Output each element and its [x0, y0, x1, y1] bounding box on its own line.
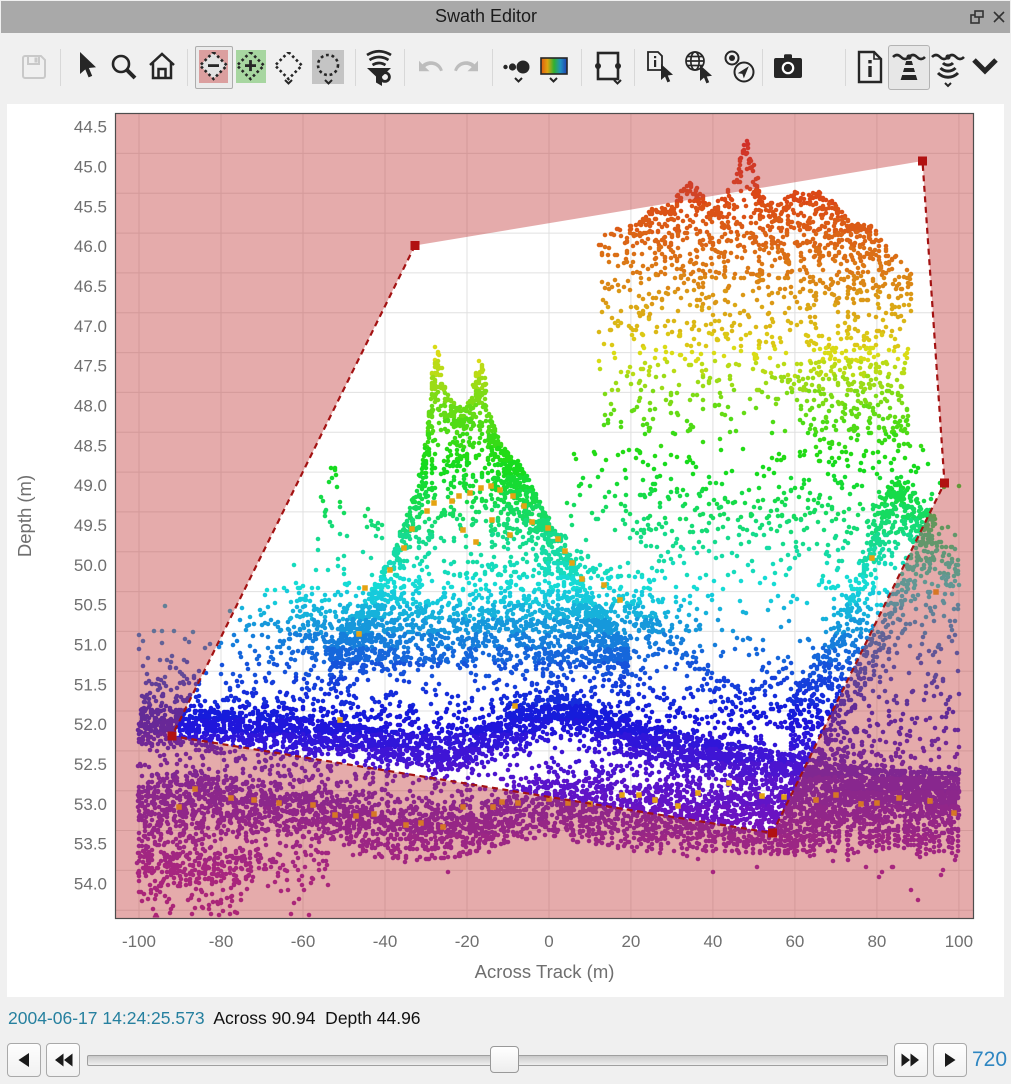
svg-text:51.5: 51.5 — [74, 675, 107, 694]
svg-text:40: 40 — [703, 932, 722, 951]
svg-text:0: 0 — [544, 932, 553, 951]
svg-text:49.5: 49.5 — [74, 516, 107, 535]
svg-text:50.0: 50.0 — [74, 556, 107, 575]
svg-text:50.5: 50.5 — [74, 596, 107, 615]
svg-text:Across Track (m): Across Track (m) — [475, 961, 615, 982]
svg-text:53.0: 53.0 — [74, 795, 107, 814]
svg-text:80: 80 — [867, 932, 886, 951]
svg-text:52.5: 52.5 — [74, 755, 107, 774]
svg-text:46.0: 46.0 — [74, 237, 107, 256]
svg-text:52.0: 52.0 — [74, 715, 107, 734]
svg-text:49.0: 49.0 — [74, 476, 107, 495]
svg-text:45.0: 45.0 — [74, 158, 107, 177]
svg-text:51.0: 51.0 — [74, 636, 107, 655]
svg-text:44.5: 44.5 — [74, 118, 107, 137]
svg-text:45.5: 45.5 — [74, 197, 107, 216]
svg-text:54.0: 54.0 — [74, 875, 107, 894]
svg-text:-100: -100 — [122, 932, 156, 951]
svg-text:46.5: 46.5 — [74, 277, 107, 296]
svg-text:-20: -20 — [455, 932, 480, 951]
svg-text:Depth (m): Depth (m) — [14, 475, 35, 557]
svg-text:47.5: 47.5 — [74, 357, 107, 376]
svg-text:48.5: 48.5 — [74, 436, 107, 455]
svg-text:-40: -40 — [373, 932, 398, 951]
svg-text:53.5: 53.5 — [74, 835, 107, 854]
svg-text:20: 20 — [621, 932, 640, 951]
svg-text:-60: -60 — [291, 932, 316, 951]
svg-text:100: 100 — [945, 932, 973, 951]
svg-text:-80: -80 — [209, 932, 234, 951]
svg-text:47.0: 47.0 — [74, 317, 107, 336]
svg-text:60: 60 — [785, 932, 804, 951]
svg-text:48.0: 48.0 — [74, 397, 107, 416]
